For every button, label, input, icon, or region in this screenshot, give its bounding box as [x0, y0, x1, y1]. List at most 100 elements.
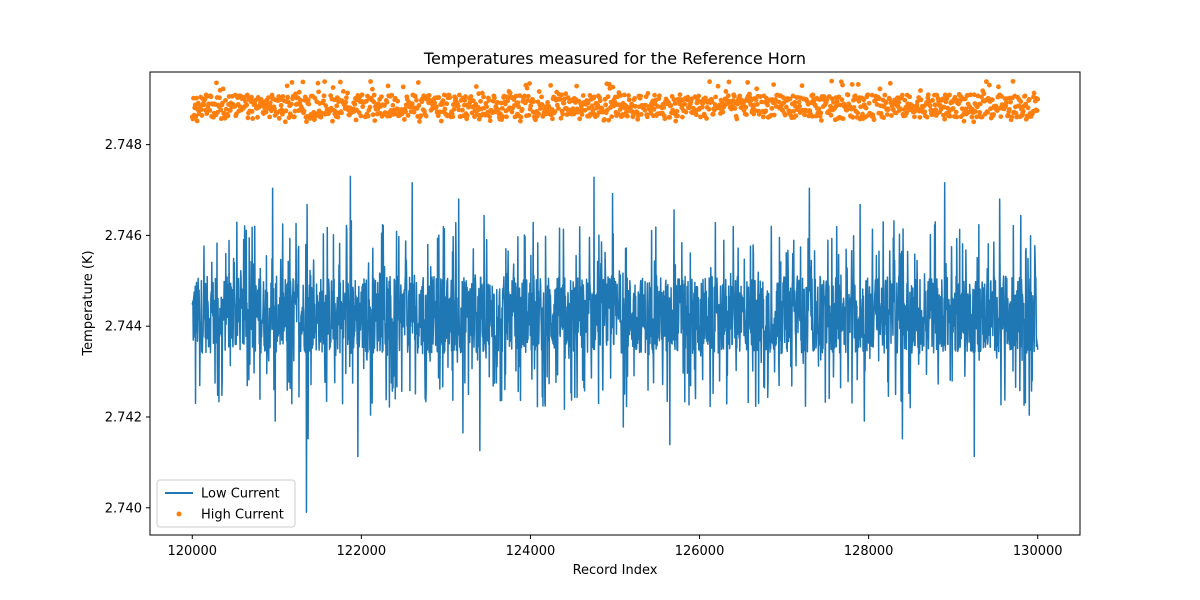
high-current-point: [462, 97, 468, 103]
high-current-point: [979, 114, 985, 120]
high-current-point: [977, 110, 983, 115]
high-current-point: [460, 107, 465, 113]
high-current-point: [525, 97, 531, 103]
legend-label-high-current: High Current: [201, 508, 284, 523]
high-current-point: [737, 93, 743, 99]
high-current-point: [436, 95, 442, 100]
high-current-point: [201, 102, 207, 108]
high-current-point: [673, 118, 679, 124]
high-current-point: [515, 100, 521, 106]
high-current-point: [223, 106, 229, 112]
high-current-point: [896, 100, 902, 105]
high-current-point: [871, 117, 877, 123]
high-current-point: [368, 79, 373, 84]
high-current-point: [249, 109, 255, 114]
high-current-point: [595, 102, 601, 108]
high-current-point: [479, 90, 485, 96]
x-tick-label: 122000: [337, 544, 387, 559]
high-current-point: [539, 102, 545, 107]
high-current-point: [330, 85, 336, 90]
high-current-point: [763, 108, 769, 114]
high-current-point: [283, 108, 289, 114]
high-current-point: [611, 103, 616, 109]
high-current-point: [757, 94, 763, 100]
high-current-point: [602, 117, 607, 122]
high-current-point: [450, 114, 456, 120]
high-current-point: [638, 93, 644, 99]
high-current-point: [771, 82, 777, 87]
high-current-point: [379, 94, 384, 100]
high-current-point: [353, 117, 359, 123]
high-current-point: [285, 94, 291, 100]
high-current-point: [352, 101, 358, 107]
high-current-point: [917, 114, 923, 120]
x-tick-label: 120000: [167, 544, 217, 559]
high-current-point: [322, 79, 328, 84]
high-current-point: [255, 114, 260, 120]
high-current-point: [963, 106, 969, 112]
high-current-point: [657, 93, 662, 99]
high-current-point: [218, 107, 224, 113]
high-current-point: [1009, 114, 1015, 120]
high-current-point: [504, 94, 510, 100]
high-current-point: [938, 102, 943, 108]
high-current-point: [887, 80, 893, 86]
high-current-point: [207, 108, 213, 113]
high-current-point: [587, 93, 593, 98]
high-current-point: [677, 92, 683, 98]
high-current-point: [470, 98, 476, 104]
high-current-point: [674, 108, 680, 114]
x-axis-label: Record Index: [573, 563, 658, 578]
high-current-point: [586, 105, 592, 111]
y-tick-label: 2.744: [105, 320, 142, 335]
high-current-point: [818, 110, 824, 116]
high-current-point: [856, 98, 862, 104]
high-current-point: [886, 107, 891, 112]
high-current-point: [318, 114, 324, 120]
high-current-point: [463, 94, 468, 99]
high-current-point: [968, 92, 974, 98]
plot-area: [189, 78, 1041, 514]
high-current-point: [316, 89, 321, 95]
high-current-point: [797, 103, 803, 109]
high-current-point: [986, 82, 992, 88]
high-current-point: [802, 112, 807, 118]
high-current-point: [444, 101, 450, 107]
high-current-point: [610, 84, 616, 90]
high-current-point: [615, 111, 621, 117]
high-current-point: [199, 113, 205, 118]
high-current-point: [524, 85, 530, 91]
high-current-point: [437, 109, 443, 115]
high-current-point: [971, 119, 977, 125]
high-current-point: [932, 102, 938, 108]
high-current-point: [417, 119, 422, 124]
high-current-point: [799, 83, 805, 89]
high-current-point: [973, 109, 978, 114]
high-current-point: [704, 116, 709, 121]
high-current-point: [882, 92, 888, 98]
high-current-point: [440, 98, 446, 104]
high-current-point: [715, 83, 721, 89]
high-current-point: [591, 94, 597, 100]
high-current-point: [343, 99, 349, 105]
high-current-point: [267, 100, 273, 106]
high-current-point: [652, 92, 657, 98]
high-current-point: [887, 96, 893, 102]
high-current-point: [915, 99, 920, 105]
high-current-point: [977, 101, 983, 107]
high-current-point: [204, 111, 210, 116]
high-current-point: [498, 100, 504, 106]
high-current-point: [950, 106, 956, 111]
high-current-point: [276, 115, 282, 121]
high-current-point: [953, 109, 959, 115]
high-current-point: [345, 90, 350, 96]
high-current-point: [518, 118, 523, 124]
high-current-point: [214, 80, 219, 86]
high-current-point: [401, 117, 407, 122]
high-current-point: [1026, 97, 1032, 102]
high-current-point: [389, 92, 395, 98]
high-current-point: [416, 103, 422, 108]
high-current-point: [961, 118, 967, 124]
high-current-point: [883, 100, 889, 105]
high-current-point: [850, 114, 856, 120]
